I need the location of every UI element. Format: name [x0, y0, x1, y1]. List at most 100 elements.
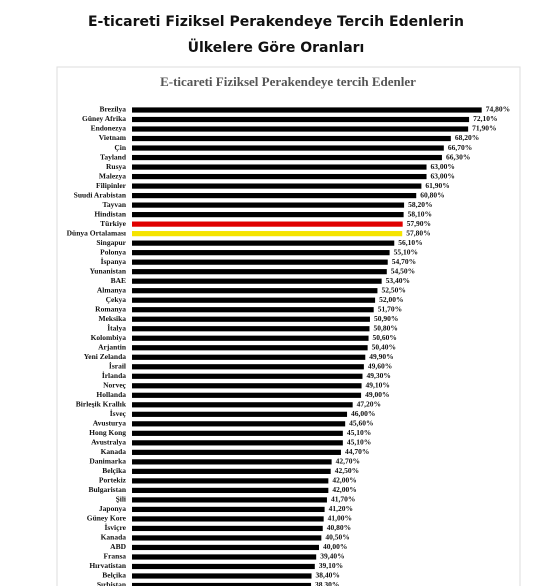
value-label: 63,00%: [431, 162, 455, 171]
bar: [132, 354, 366, 360]
category-label: Portekiz: [99, 476, 127, 485]
category-label: Hollanda: [96, 390, 126, 399]
bar: [132, 192, 417, 199]
bar: [132, 373, 363, 379]
category-label: Singapur: [96, 238, 126, 247]
value-label: 45,60%: [349, 419, 373, 428]
bar: [132, 154, 442, 161]
category-label: Almanya: [97, 285, 126, 294]
value-label: 50,80%: [373, 323, 397, 332]
bar: [132, 164, 427, 170]
value-label: 39,40%: [320, 552, 344, 561]
page-title: E-ticareti Fiziksel Perakendeye Tercih E…: [88, 14, 464, 30]
value-label: 38,30%: [315, 580, 339, 586]
chart-title: E-ticareti Fiziksel Perakendeye tercih E…: [160, 74, 416, 89]
bar: [132, 183, 422, 189]
value-label: 49,10%: [366, 381, 390, 390]
bar: [132, 107, 482, 113]
category-label: İsrail: [109, 360, 126, 370]
bar: [132, 573, 312, 579]
value-label: 47,20%: [357, 400, 381, 409]
bar: [132, 402, 353, 408]
bar: [132, 345, 368, 351]
value-label: 56,10%: [398, 238, 422, 247]
value-label: 60,80%: [420, 190, 444, 199]
category-label: Güney Afrika: [82, 114, 126, 123]
category-label: Arjantin: [98, 342, 127, 351]
category-label: Yeni Zelanda: [84, 352, 127, 361]
bar: [132, 335, 369, 341]
value-label: 66,70%: [448, 143, 472, 152]
bar: [132, 459, 332, 465]
value-label: 42,50%: [335, 466, 359, 475]
bar: [132, 250, 390, 256]
category-label: Avusturya: [93, 419, 126, 428]
category-label: İsviçre: [104, 522, 126, 532]
bar: [132, 364, 364, 370]
value-label: 49,60%: [368, 361, 392, 370]
value-label: 57,90%: [407, 219, 431, 228]
value-label: 71,90%: [472, 124, 496, 133]
bar: [132, 525, 323, 532]
value-label: 49,00%: [365, 390, 389, 399]
category-label: Şili: [116, 495, 126, 504]
category-label: Fransa: [104, 552, 127, 561]
value-label: 54,50%: [391, 266, 415, 275]
value-label: 41,20%: [329, 504, 353, 513]
value-label: 66,30%: [446, 152, 470, 161]
category-label: Belçika: [102, 571, 126, 580]
category-label: Hırvatistan: [89, 561, 126, 570]
value-label: 45,10%: [347, 438, 371, 447]
value-label: 38,40%: [316, 571, 340, 580]
bar: [132, 430, 343, 436]
bar: [132, 202, 405, 208]
bar: [132, 421, 346, 427]
bar: [132, 135, 451, 142]
bar: [132, 221, 403, 227]
bar: [132, 468, 331, 474]
value-label: 61,90%: [425, 181, 449, 190]
category-label: Polonya: [100, 247, 126, 256]
bar: [132, 449, 341, 455]
value-label: 41,00%: [328, 514, 352, 523]
bar: [132, 212, 404, 218]
bar: [132, 487, 329, 493]
value-label: 54,70%: [392, 257, 416, 266]
bar: [132, 554, 317, 560]
value-label: 50,90%: [374, 314, 398, 323]
category-label: Rusya: [106, 162, 126, 171]
bar: [132, 307, 374, 313]
value-label: 49,90%: [369, 352, 393, 361]
value-label: 63,00%: [431, 171, 455, 180]
category-label: Tayland: [100, 152, 127, 161]
bar: [132, 497, 327, 503]
value-label: 44,70%: [345, 447, 369, 456]
category-label: Endonezya: [91, 124, 127, 133]
bar: [132, 269, 387, 275]
value-label: 40,80%: [327, 523, 351, 532]
bar: [132, 326, 370, 332]
category-label: Güney Kore: [87, 514, 127, 523]
value-label: 68,20%: [455, 133, 479, 142]
category-label: İrlanda: [102, 370, 126, 380]
bar: [132, 231, 403, 237]
category-label: ABD: [110, 542, 126, 551]
category-label: İspanya: [101, 256, 127, 266]
category-label: Tayvan: [103, 200, 127, 209]
category-label: Malezya: [99, 171, 126, 180]
bar: [132, 516, 324, 522]
category-label: Bulgaristan: [88, 485, 126, 494]
category-label: Kolombiya: [91, 333, 127, 342]
value-label: 40,00%: [323, 542, 347, 551]
bar: [132, 240, 395, 246]
bar: [132, 173, 427, 180]
value-label: 40,50%: [325, 533, 349, 542]
value-label: 58,10%: [408, 209, 432, 218]
value-label: 45,10%: [347, 428, 371, 437]
category-label: Vietnam: [99, 133, 127, 142]
page-title: Ülkelere Göre Oranları: [188, 38, 365, 56]
value-label: 58,20%: [408, 200, 432, 209]
bar: [132, 563, 315, 570]
bar: [132, 116, 470, 123]
